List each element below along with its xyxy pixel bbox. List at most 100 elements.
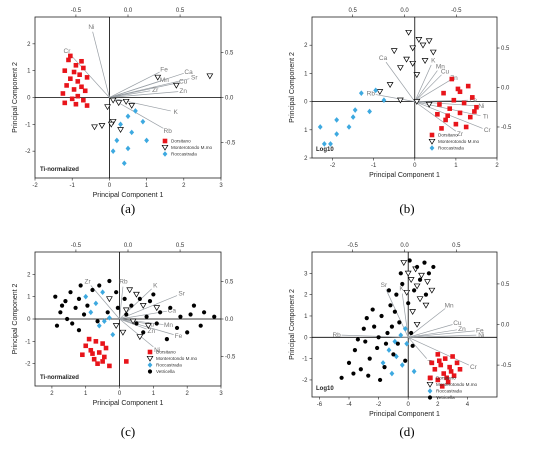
legend-label: Roccastrada — [156, 363, 182, 368]
data-point — [73, 305, 78, 310]
legend-label: Monterotondo M.mo — [156, 356, 198, 361]
data-point — [391, 352, 396, 357]
data-point — [409, 60, 417, 67]
data-point — [448, 369, 454, 374]
loading-label-fe: Fe — [476, 327, 484, 334]
data-point — [457, 366, 463, 372]
data-point — [100, 289, 106, 295]
top-tick-label: 0.0 — [400, 243, 409, 249]
data-point — [407, 277, 415, 284]
loading-label-zn: Zn — [179, 88, 187, 95]
data-point — [398, 332, 404, 338]
data-point — [129, 129, 135, 136]
data-point — [96, 350, 102, 355]
loading-vector-k — [414, 64, 432, 102]
data-point — [58, 310, 63, 315]
data-point — [451, 373, 457, 378]
x-tick-label: -4 — [346, 402, 352, 408]
data-point — [79, 84, 84, 90]
y-tick-label: 1 — [304, 128, 308, 134]
data-point — [122, 307, 130, 314]
right-tick-label: -0.5 — [225, 355, 236, 361]
loading-vector-sr — [109, 78, 190, 98]
data-point — [70, 321, 75, 326]
data-point — [431, 264, 436, 270]
loading-vector-fe — [119, 318, 174, 335]
data-point — [406, 301, 411, 306]
legend-marker — [426, 381, 434, 388]
loading-label-rb: Rb — [164, 128, 173, 135]
data-point — [62, 100, 68, 106]
data-point — [445, 379, 451, 385]
data-point — [418, 272, 425, 279]
data-point — [444, 375, 449, 381]
series-monterotondo-m-mo — [91, 73, 214, 133]
data-point — [474, 104, 479, 110]
data-point — [68, 53, 73, 59]
panel-c: 2 1 0 1 2 3 -2 -1 0 1 2 -0.5 0.0 0.5 0.5 0.0 -0.5 Princip… — [12, 243, 236, 439]
data-point — [88, 309, 94, 316]
legend-marker — [427, 375, 433, 381]
data-point — [81, 65, 86, 71]
y-tick-label: 2 — [27, 42, 31, 48]
loading-label-zr: Zr — [84, 279, 91, 286]
data-point — [370, 307, 375, 312]
data-point — [317, 124, 323, 130]
y-tick-label: -1 — [302, 357, 308, 363]
data-point — [409, 45, 417, 52]
data-point — [355, 337, 360, 342]
x-tick-label: 4 — [466, 402, 470, 408]
data-point — [124, 312, 129, 317]
loading-vector-ca — [385, 61, 416, 102]
data-point — [415, 37, 423, 43]
data-point — [457, 89, 463, 95]
x-tick-label: 1 — [454, 163, 458, 169]
loading-label-zr: Zr — [457, 131, 464, 138]
data-point — [137, 296, 142, 301]
data-point — [114, 290, 119, 295]
top-tick-label: -0.5 — [71, 8, 82, 14]
data-point — [394, 292, 399, 297]
data-point — [119, 329, 127, 336]
series-roccastrada — [380, 325, 417, 377]
x-tick-label: 0 — [108, 183, 112, 189]
data-point — [93, 339, 99, 344]
data-point — [432, 366, 438, 372]
legend-label: Vetricella — [436, 395, 455, 400]
loading-vector-zn — [414, 80, 450, 102]
data-point — [122, 98, 130, 105]
loading-vector-rb — [375, 94, 415, 102]
y-tick-label: -1 — [25, 339, 31, 345]
top-tick-label: -0.5 — [71, 243, 82, 249]
legend-marker — [429, 145, 435, 151]
loading-label-ca: Ca — [379, 55, 388, 62]
loading-vector-ni — [92, 31, 110, 98]
loading-label-sr: Sr — [381, 282, 388, 289]
right-tick-label: 0.0 — [501, 323, 510, 329]
data-point — [328, 141, 333, 147]
loading-vector-ti — [407, 337, 427, 359]
data-point — [402, 325, 408, 332]
data-point — [436, 358, 442, 364]
y-tick-label: 3 — [304, 271, 308, 277]
legend-marker — [162, 138, 168, 144]
data-point — [416, 296, 424, 303]
x-tick-label: 1 — [152, 391, 156, 397]
loading-vector-ni — [408, 334, 477, 338]
data-point — [352, 347, 358, 353]
data-point — [399, 362, 405, 368]
data-point — [414, 264, 420, 270]
legend-label: Dorsitano — [156, 350, 176, 355]
data-point — [447, 106, 453, 111]
data-point — [397, 320, 402, 325]
y-tick-label: 2 — [304, 156, 308, 162]
data-point — [367, 356, 372, 361]
loading-label-ca: Ca — [184, 69, 193, 76]
data-point — [409, 330, 414, 336]
data-point — [83, 293, 89, 300]
y-axis-label: Principal Component 2 — [289, 52, 296, 123]
data-point — [422, 302, 430, 309]
data-point — [110, 148, 116, 154]
